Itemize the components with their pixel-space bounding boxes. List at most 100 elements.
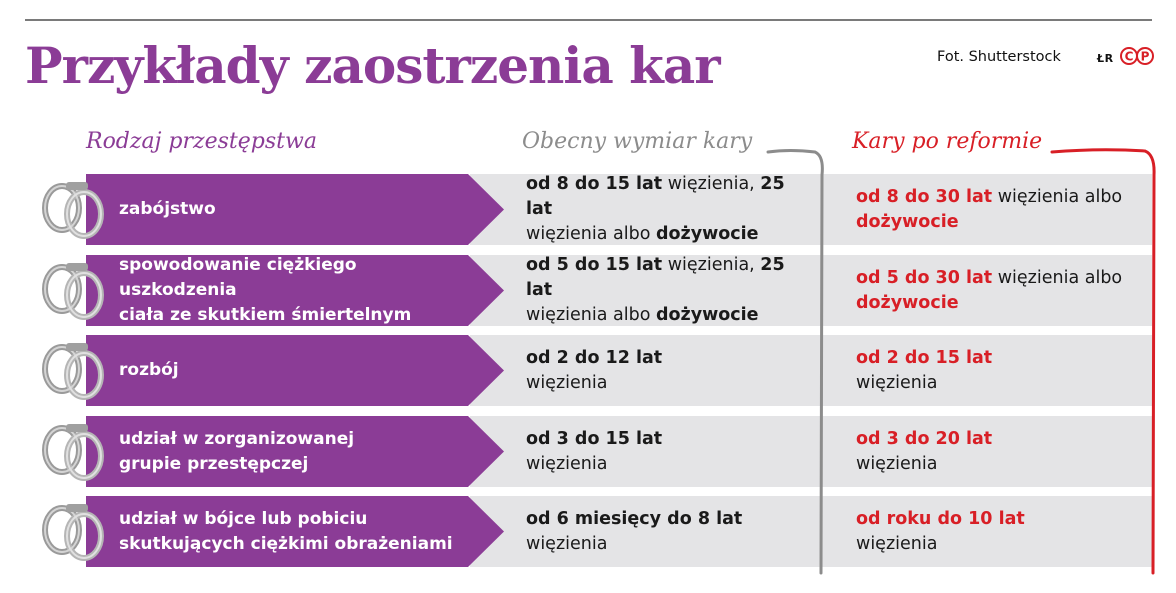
crime-label-line: spowodowanie ciężkiego uszkodzenia bbox=[119, 255, 357, 300]
top-rule bbox=[25, 19, 1152, 21]
current-penalty-cell-line: więzienia bbox=[526, 371, 662, 396]
crime-label-line: udział w zorganizowanej bbox=[119, 428, 355, 449]
table-row: zabójstwo od 8 do 15 lat więzienia, 25 la… bbox=[0, 174, 1176, 245]
reform-penalty-cell-line: od 2 do 15 lat bbox=[856, 346, 992, 371]
handcuffs-icon bbox=[22, 335, 114, 405]
crime-label-line: ciała ze skutkiem śmiertelnym bbox=[119, 305, 412, 325]
reform-penalty-cell-line: od 3 do 20 lat bbox=[856, 427, 992, 452]
row-background bbox=[470, 255, 1152, 326]
cp-logo-icon: C P bbox=[1120, 47, 1154, 65]
penalty-text: dożywocie bbox=[655, 305, 759, 325]
penalty-text: od 8 do 30 lat bbox=[856, 186, 993, 207]
crime-label-line: skutkujących ciężkimi obrażeniami bbox=[119, 533, 453, 554]
svg-text:C: C bbox=[1125, 50, 1134, 64]
reform-penalty-cell: od 8 do 30 lat więzienia albo dożywocie bbox=[856, 174, 1146, 245]
table-row: udział w zorganizowanej grupie przestępcz… bbox=[0, 416, 1176, 487]
crime-arrow-band bbox=[86, 174, 504, 245]
penalty-text: od 6 miesięcy do 8 lat bbox=[526, 508, 743, 529]
crime-arrow-band bbox=[86, 416, 504, 487]
reform-penalty-cell: od 2 do 15 lat więzienia bbox=[856, 335, 1146, 406]
penalty-text: więzienia albo bbox=[526, 305, 656, 325]
crime-label-line: zabójstwo bbox=[119, 199, 216, 219]
reform-penalty-cell: od 3 do 20 lat więzienia bbox=[856, 416, 1146, 487]
penalty-text: więzienia bbox=[526, 453, 608, 474]
current-penalty-cell-line: od 3 do 15 lat bbox=[526, 427, 662, 452]
crime-label: zabójstwo bbox=[119, 174, 479, 245]
current-penalty-cell-line: więzienia bbox=[526, 532, 742, 557]
current-penalty-cell-line: od 5 do 15 lat więzienia, 25 lat bbox=[526, 253, 816, 303]
penalty-text: więzienia bbox=[856, 533, 938, 554]
reform-penalty-cell-line: więzienia bbox=[856, 371, 992, 396]
reform-penalty-cell-line: dożywocie bbox=[856, 291, 1122, 316]
row-background bbox=[470, 174, 1152, 245]
penalty-text: od roku do 10 lat bbox=[856, 508, 1025, 529]
penalty-text: dożywocie bbox=[856, 292, 959, 313]
penalty-text: od 8 do 15 lat bbox=[526, 174, 663, 194]
current-penalty-cell-line: od 8 do 15 lat więzienia, 25 lat bbox=[526, 172, 816, 222]
penalty-text: dożywocie bbox=[655, 224, 759, 244]
penalty-text: więzienia, bbox=[662, 255, 761, 275]
reform-penalty-cell-line: więzienia bbox=[856, 532, 1025, 557]
handcuffs-icon bbox=[22, 416, 114, 486]
author-initials: ŁR bbox=[1097, 52, 1114, 65]
photo-credit: Fot. Shutterstock bbox=[937, 49, 1061, 65]
penalty-text: 25 lat bbox=[526, 174, 785, 219]
row-background bbox=[470, 496, 1152, 567]
header-crime-type: Rodzaj przestępstwa bbox=[86, 129, 317, 154]
current-penalty-cell-line: więzienia bbox=[526, 452, 662, 477]
current-penalty-cell: od 2 do 12 lat więzienia bbox=[526, 335, 816, 406]
current-penalty-cell: od 6 miesięcy do 8 lat więzienia bbox=[526, 496, 816, 567]
crime-label: udział w bójce lub pobiciu skutkujących c… bbox=[119, 496, 479, 567]
crime-arrow-band bbox=[86, 255, 504, 326]
current-penalty-cell: od 3 do 15 lat więzienia bbox=[526, 416, 816, 487]
table-row: rozbój od 2 do 12 lat więzienia od 2 do 15 … bbox=[0, 335, 1176, 406]
page-title: Przykłady zaostrzenia kar bbox=[25, 36, 721, 95]
penalty-text: od 3 do 15 lat bbox=[526, 428, 663, 449]
penalty-text: 25 lat bbox=[526, 255, 785, 300]
reform-penalty-cell-line: od 8 do 30 lat więzienia albo bbox=[856, 185, 1122, 210]
crime-label: spowodowanie ciężkiego uszkodzenia ciała … bbox=[119, 255, 479, 326]
reform-penalty-cell-line: od 5 do 30 lat więzienia albo bbox=[856, 266, 1122, 291]
row-background bbox=[470, 335, 1152, 406]
svg-text:P: P bbox=[1141, 50, 1150, 64]
crime-label: udział w zorganizowanej grupie przestępcz… bbox=[119, 416, 479, 487]
handcuffs-icon bbox=[22, 174, 114, 244]
reform-penalty-cell-line: dożywocie bbox=[856, 210, 1122, 235]
current-penalty-cell-line: więzienia albo dożywocie bbox=[526, 303, 816, 328]
reform-penalty-cell: od 5 do 30 lat więzienia albo dożywocie bbox=[856, 255, 1146, 326]
penalty-text: więzienia bbox=[526, 372, 608, 393]
crime-arrow-band bbox=[86, 496, 504, 567]
header-reform-penalty: Kary po reformie bbox=[852, 129, 1043, 154]
penalty-text: więzienia bbox=[526, 533, 608, 554]
current-penalty-cell: od 5 do 15 lat więzienia, 25 lat więzieni… bbox=[526, 255, 816, 326]
handcuffs-icon bbox=[22, 496, 114, 566]
penalty-text: od 2 do 15 lat bbox=[856, 347, 993, 368]
crime-arrow-band bbox=[86, 335, 504, 406]
penalty-text: dożywocie bbox=[856, 211, 959, 232]
reform-column-bracket bbox=[1050, 148, 1156, 575]
reform-penalty-cell-line: więzienia bbox=[856, 452, 992, 477]
penalty-text: od 2 do 12 lat bbox=[526, 347, 663, 368]
penalty-text: więzienia bbox=[856, 372, 938, 393]
row-background bbox=[470, 416, 1152, 487]
header-current-penalty: Obecny wymiar kary bbox=[522, 129, 753, 154]
current-column-bracket bbox=[766, 149, 824, 575]
crime-label: rozbój bbox=[119, 335, 479, 406]
handcuffs-icon bbox=[22, 255, 114, 325]
penalty-text: od 3 do 20 lat bbox=[856, 428, 993, 449]
penalty-text: od 5 do 15 lat bbox=[526, 255, 663, 275]
penalty-text: więzienia bbox=[856, 453, 938, 474]
crime-label-line: udział w bójce lub pobiciu bbox=[119, 508, 368, 529]
table-row: spowodowanie ciężkiego uszkodzenia ciała … bbox=[0, 255, 1176, 326]
penalty-text: więzienia, bbox=[662, 174, 761, 194]
current-penalty-cell: od 8 do 15 lat więzienia, 25 lat więzieni… bbox=[526, 174, 816, 245]
penalty-text: więzienia albo bbox=[992, 267, 1123, 288]
penalty-text: więzienia albo bbox=[992, 186, 1123, 207]
crime-label-line: rozbój bbox=[119, 360, 179, 380]
penalty-text: więzienia albo bbox=[526, 224, 656, 244]
current-penalty-cell-line: od 2 do 12 lat bbox=[526, 346, 662, 371]
table-row: udział w bójce lub pobiciu skutkujących c… bbox=[0, 496, 1176, 567]
current-penalty-cell-line: od 6 miesięcy do 8 lat bbox=[526, 507, 742, 532]
penalty-text: od 5 do 30 lat bbox=[856, 267, 993, 288]
